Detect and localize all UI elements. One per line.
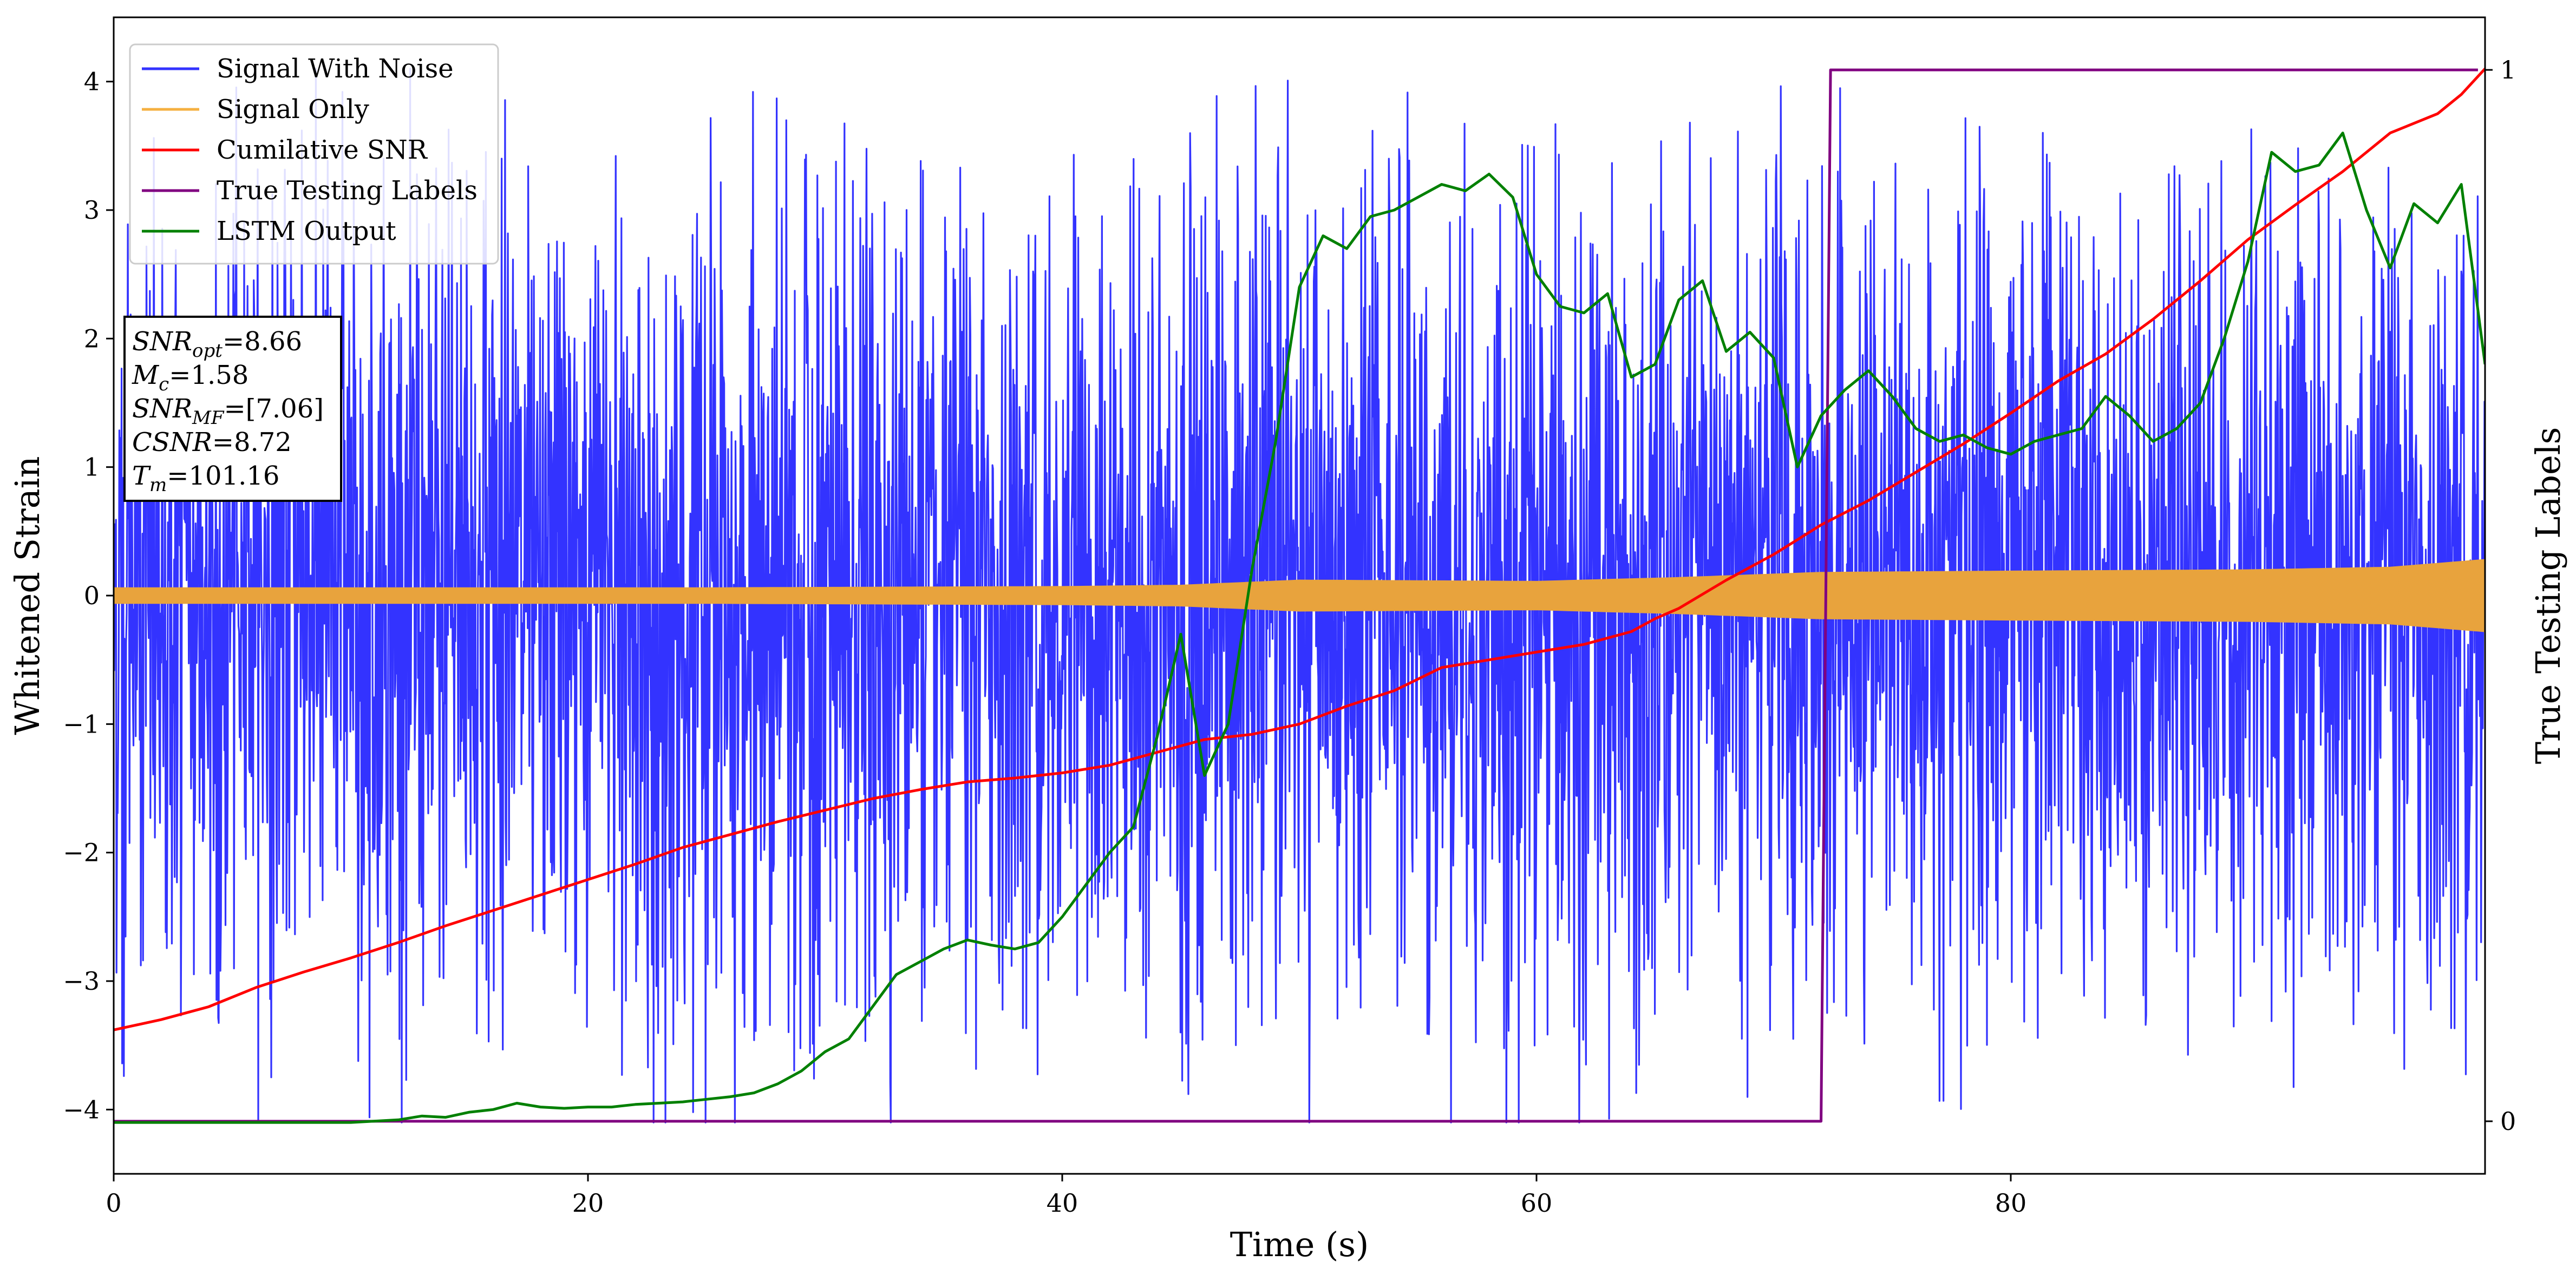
info-box-line: Mc=1.58 [132,360,249,395]
legend-item: True Testing Labels [142,175,478,206]
legend: Signal With Noise Signal Only Cumilative S… [129,43,499,265]
x-tick-label: 60 [1521,1188,1553,1218]
y-tick-label: −1 [63,709,100,739]
info-box-line: SNRMF=[7.06] [132,394,324,429]
legend-label: LSTM Output [217,216,396,246]
y-axis-label: Whitened Strain [8,456,47,735]
x-tick-label: 40 [1047,1188,1078,1218]
x-tick-label: 80 [1995,1188,2027,1218]
legend-item: Cumilative SNR [142,135,428,165]
y-axis-right: 01 [2485,55,2516,1136]
legend-label: Signal With Noise [217,54,454,84]
y2-tick-label: 1 [2500,55,2516,84]
y-tick-label: 3 [84,195,100,225]
y-axis-left: −4 −3 −2 −1 0 1 2 3 4 [63,67,114,1124]
y-tick-label: 0 [84,581,100,610]
info-box-frame [123,316,342,502]
y-tick-label: −3 [63,966,100,996]
x-axis: 0 20 40 60 80 [106,1174,2026,1218]
y-tick-label: 4 [84,67,100,96]
y2-tick-label: 0 [2500,1107,2516,1136]
series-true-testing-labels [114,68,2478,1123]
info-box-line: CSNR=8.72 [132,427,292,458]
series-cumilative-snr [114,68,2485,1031]
y-tick-label: −2 [63,838,100,867]
y-tick-label: 1 [84,453,100,482]
legend-label: Signal Only [217,94,369,125]
legend-item: Signal With Noise [142,54,454,84]
legend-item: Signal Only [142,94,369,125]
series-layer [114,68,2485,1124]
x-tick-label: 20 [572,1188,604,1218]
y-tick-label: −4 [63,1095,100,1124]
series-signal-only [114,559,2485,632]
info-box-line: SNRopt=8.66 [132,326,302,362]
info-box-line: Tm=101.16 [132,461,279,496]
legend-frame [129,43,499,265]
legend-item: LSTM Output [142,216,396,246]
info-box: SNRopt=8.66Mc=1.58SNRMF=[7.06]CSNR=8.72T… [123,316,342,502]
y-tick-label: 2 [84,324,100,353]
series-lstm-output [114,132,2485,1124]
y2-axis-label: True Testing Labels [2528,427,2568,765]
series-signal-with-noise [114,68,2485,1123]
legend-label: True Testing Labels [217,175,478,206]
x-tick-label: 0 [106,1188,121,1218]
legend-label: Cumilative SNR [217,135,428,165]
x-axis-label: Time (s) [1230,1225,1369,1264]
